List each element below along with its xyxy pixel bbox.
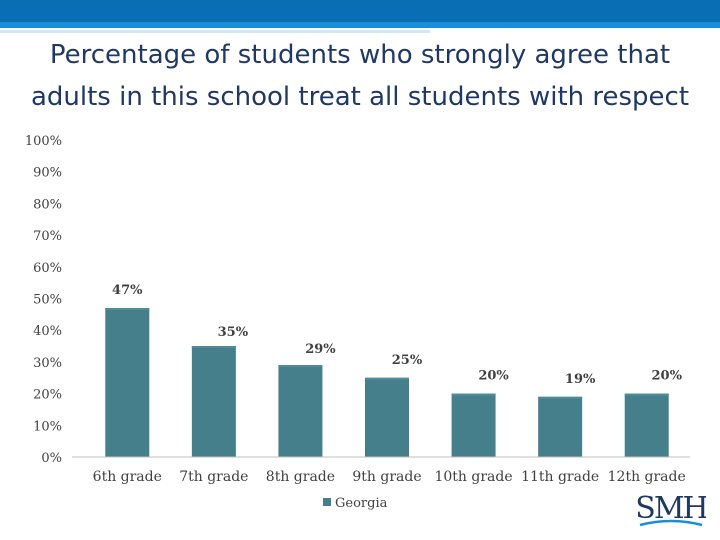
chart-title: Percentage of students who strongly agre… (10, 34, 710, 118)
bar-top-edge (191, 346, 236, 349)
data-label: 35% (218, 325, 249, 340)
y-tick-label: 100% (25, 134, 62, 149)
bar (105, 308, 150, 457)
bar-top-edge (451, 393, 496, 396)
y-tick-label: 40% (33, 324, 62, 339)
bar (365, 377, 409, 457)
x-tick-label: 12th grade (608, 469, 686, 485)
y-tick-label: 30% (33, 356, 62, 371)
x-tick-label: 11th grade (521, 469, 599, 485)
smh-logo: SMH (636, 491, 706, 527)
bar (278, 365, 323, 457)
y-tick-label: 0% (41, 451, 62, 466)
y-tick-label: 20% (33, 388, 62, 403)
data-label: 19% (565, 372, 596, 387)
y-tick-label: 10% (33, 419, 62, 434)
header-accent-line (0, 22, 720, 28)
bar-top-edge (624, 393, 669, 396)
legend-label: Georgia (335, 496, 388, 511)
bar-top-edge (365, 377, 409, 380)
y-tick-label: 50% (33, 293, 62, 308)
chart-title-line-2: adults in this school treat all students… (30, 82, 690, 112)
y-tick-label: 70% (33, 229, 62, 244)
bar (624, 393, 669, 457)
data-label: 47% (112, 283, 143, 298)
data-label: 25% (392, 353, 423, 368)
chart-title-line-1: Percentage of students who strongly agre… (49, 40, 671, 70)
header-band (0, 0, 720, 22)
bar (451, 393, 496, 457)
bar-top-edge (538, 396, 583, 399)
x-tick-label: 9th grade (352, 469, 421, 485)
legend-swatch (323, 498, 331, 506)
header-fade-line (0, 30, 430, 33)
data-label: 29% (305, 342, 336, 357)
y-tick-label: 90% (33, 166, 62, 181)
x-tick-label: 6th grade (93, 469, 162, 485)
bar-top-edge (278, 365, 323, 368)
x-tick-label: 8th grade (266, 469, 335, 485)
bar (191, 346, 236, 457)
x-tick-label: 7th grade (179, 469, 248, 485)
data-label: 20% (651, 369, 682, 384)
data-label: 20% (478, 369, 509, 384)
y-tick-label: 80% (33, 197, 62, 212)
x-tick-label: 10th grade (434, 469, 512, 485)
bar (538, 396, 583, 457)
bar-top-edge (105, 308, 150, 311)
y-tick-label: 60% (33, 261, 62, 276)
